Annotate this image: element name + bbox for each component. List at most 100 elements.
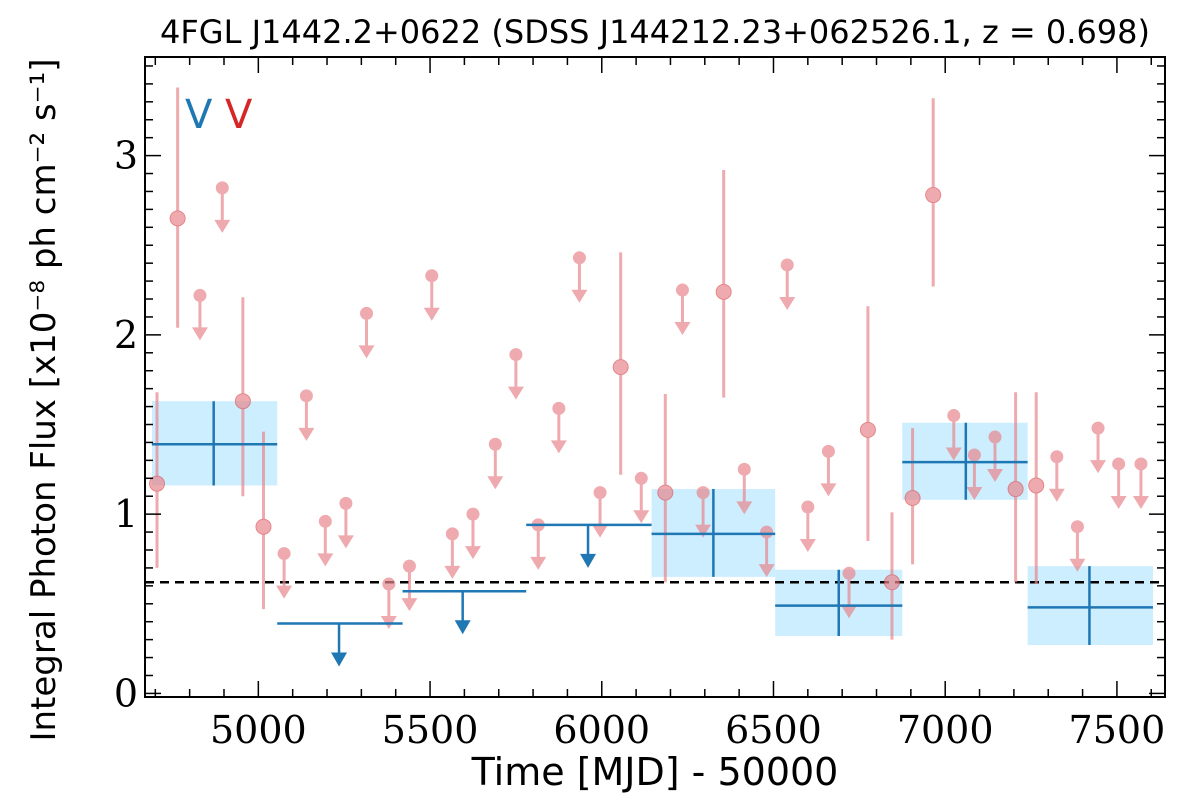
red-upper-limit (487, 437, 504, 490)
red-upper-limit (736, 462, 753, 515)
red-upper-limit-arrow (298, 427, 315, 441)
legend-marker: V (225, 92, 253, 138)
x-tick-label: 5500 (382, 708, 479, 752)
red-upper-limit-arrow (464, 546, 481, 560)
red-upper-limit-arrow (571, 289, 588, 303)
red-detection-point (904, 428, 921, 565)
x-tick-label: 6500 (725, 708, 822, 752)
red-upper-limit-arrow (695, 524, 712, 538)
red-marker (904, 490, 921, 507)
red-upper-limit-arrow (758, 564, 775, 578)
red-upper-limit (779, 258, 796, 310)
red-detection-point (859, 306, 876, 542)
red-upper-limit (820, 444, 837, 497)
red-marker (169, 210, 186, 227)
red-upper-limit (276, 547, 293, 599)
red-upper-limit-arrow (1090, 460, 1107, 474)
red-detection-point (255, 431, 272, 610)
red-upper-limit (444, 527, 461, 579)
red-upper-limit (841, 566, 858, 619)
red-detection-point (715, 169, 732, 398)
red-upper-limit (571, 251, 588, 303)
red-marker (925, 187, 942, 204)
red-upper-limit (674, 283, 691, 336)
red-upper-limit-arrow (487, 476, 504, 490)
plot-frame (144, 56, 1166, 698)
red-upper-limit-arrow (736, 501, 753, 515)
red-upper-limit-arrow (674, 322, 691, 336)
red-upper-limit-arrow (423, 307, 440, 321)
red-upper-limit (191, 288, 208, 341)
x-tick-label: 5000 (210, 708, 307, 752)
red-upper-limit-arrow (191, 327, 208, 341)
blue-detection-bin (902, 422, 1028, 500)
red-detection-point (925, 98, 942, 287)
red-upper-limit-arrow (1132, 495, 1149, 509)
red-marker (657, 484, 674, 501)
red-upper-limit (987, 430, 1003, 483)
red-upper-limit-arrow (276, 585, 293, 599)
red-detection-point (612, 252, 629, 475)
y-tick-label: 1 (114, 492, 138, 536)
red-detection-point (1028, 392, 1045, 585)
red-marker (715, 283, 732, 300)
red-marker (859, 421, 876, 438)
red-upper-limit-arrow (507, 386, 524, 400)
red-upper-limit-arrow (779, 296, 796, 310)
red-upper-limit-arrow (799, 538, 816, 552)
blue-upper-limit (277, 622, 403, 667)
red-detection-point (149, 392, 166, 568)
x-tick-label: 7000 (897, 708, 994, 752)
axes: 5000 5500 6000 6500 7000 7500 0 1 2 3 (114, 56, 1166, 752)
red-detection-point (234, 297, 251, 497)
red-upper-limit (298, 389, 315, 441)
legend-marker: V (185, 92, 213, 138)
red-marker (149, 475, 166, 492)
red-upper-limit-arrow (1069, 558, 1086, 572)
red-upper-limit-arrow (592, 524, 609, 538)
x-tick-label: 6000 (553, 708, 650, 752)
blue-upper-limit-arrow (454, 620, 471, 635)
red-upper-limit-arrow (401, 598, 418, 612)
red-upper-limit (380, 577, 397, 630)
y-tick-label: 2 (114, 313, 138, 357)
red-upper-limit (337, 496, 354, 549)
y-axis-label: Integral Photon Flux [x10⁻⁸ ph cm⁻² s⁻¹] (24, 58, 64, 741)
red-upper-limit (966, 448, 983, 500)
red-detection-point (169, 87, 186, 328)
red-upper-limit (633, 471, 650, 524)
red-upper-limit-arrow (945, 447, 962, 461)
x-tick-label: 7500 (1069, 708, 1166, 752)
red-upper-limit-arrow (1048, 488, 1065, 502)
red-upper-limit (945, 409, 962, 461)
blue-upper-limit-arrow (331, 652, 348, 667)
red-upper-limit-arrow (966, 486, 983, 500)
red-upper-limit (1048, 450, 1065, 502)
red-upper-limit (317, 514, 334, 567)
red-upper-limit (799, 500, 816, 552)
red-upper-limit (358, 306, 375, 359)
blue-upper-limit (402, 589, 527, 635)
red-upper-limit (1090, 421, 1107, 474)
red-upper-limit (592, 486, 609, 538)
red-upper-limit-arrow (1110, 495, 1127, 509)
red-upper-limit (695, 486, 712, 538)
red-upper-limit-arrow (337, 535, 354, 549)
red-upper-limit (550, 401, 567, 454)
red-upper-limit (1132, 457, 1149, 509)
red-upper-limit-arrow (841, 605, 858, 619)
blue-detection-bin (775, 569, 903, 637)
red-marker (883, 574, 900, 591)
red-detection-point (1007, 392, 1024, 583)
red-upper-limit-arrow (530, 556, 547, 570)
red-upper-limit (758, 525, 775, 578)
chart-title: 4FGL J1442.2+0622 (SDSS J144212.23+06252… (160, 13, 1150, 51)
red-upper-limit-arrow (214, 219, 231, 233)
blue-upper-limit-arrow (580, 553, 597, 568)
red-upper-limit (507, 348, 524, 400)
blue-detection-bin (651, 489, 776, 577)
red-marker (255, 518, 272, 535)
red-upper-limit (1110, 457, 1127, 509)
y-tick-label: 3 (114, 134, 138, 178)
